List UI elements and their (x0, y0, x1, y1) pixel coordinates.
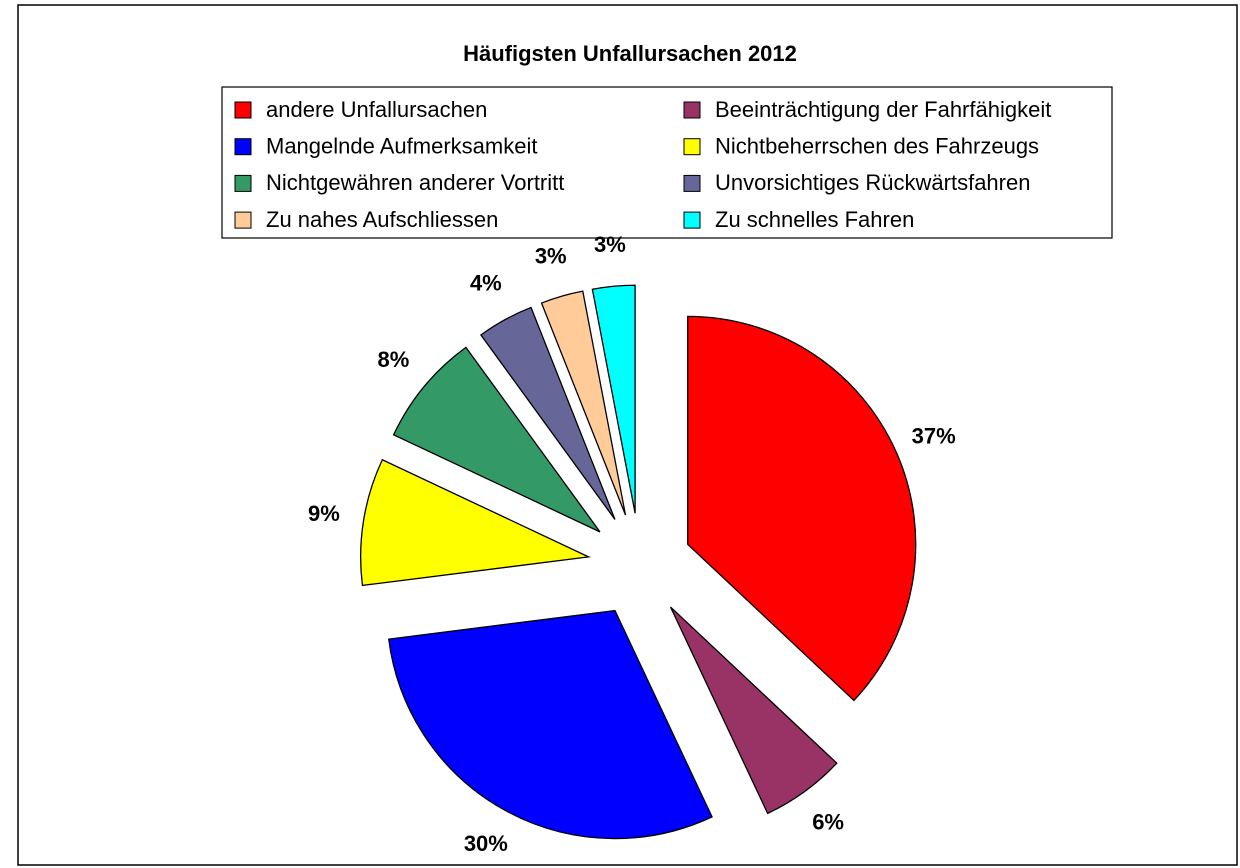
pie-slice (360, 458, 591, 587)
legend-label: Nichtgewähren anderer Vortritt (266, 170, 564, 195)
legend-swatch (234, 138, 252, 156)
pie-slice (480, 306, 616, 520)
pie-slice (392, 346, 601, 533)
pie-slice (540, 290, 627, 516)
chart-title: Häufigsten Unfallursachen 2012 (463, 41, 797, 66)
legend-label: Beeinträchtigung der Fahrfähigkeit (715, 97, 1051, 122)
legend-swatch (234, 211, 252, 229)
legend-swatch (234, 174, 252, 192)
legend-box (221, 86, 1113, 239)
pie-slice (669, 606, 838, 815)
legend-label: Mangelnde Aufmerksamkeit (266, 134, 537, 159)
legend-label: Unvorsichtiges Rückwärtsfahren (715, 170, 1030, 195)
pie-slice (591, 284, 636, 514)
legend-label: andere Unfallursachen (266, 97, 487, 122)
data-label: 9% (308, 501, 340, 526)
data-label: 3% (535, 244, 567, 269)
data-label: 6% (812, 810, 844, 835)
data-label: 8% (378, 347, 410, 372)
legend-swatch (683, 138, 701, 156)
pie-slice (388, 609, 713, 840)
data-label: 3% (594, 232, 626, 257)
legend-swatch (234, 101, 252, 119)
legend-label: Zu schnelles Fahren (715, 207, 914, 232)
data-label: 4% (470, 270, 502, 295)
legend-swatch (683, 211, 701, 229)
legend-swatch (683, 101, 701, 119)
legend-swatch (683, 174, 701, 192)
data-label: 37% (912, 424, 956, 449)
pie-slice (687, 315, 917, 702)
legend-label: Nichtbeherrschen des Fahrzeugs (715, 134, 1039, 159)
legend-label: Zu nahes Aufschliessen (266, 207, 498, 232)
data-label: 30% (464, 831, 508, 856)
